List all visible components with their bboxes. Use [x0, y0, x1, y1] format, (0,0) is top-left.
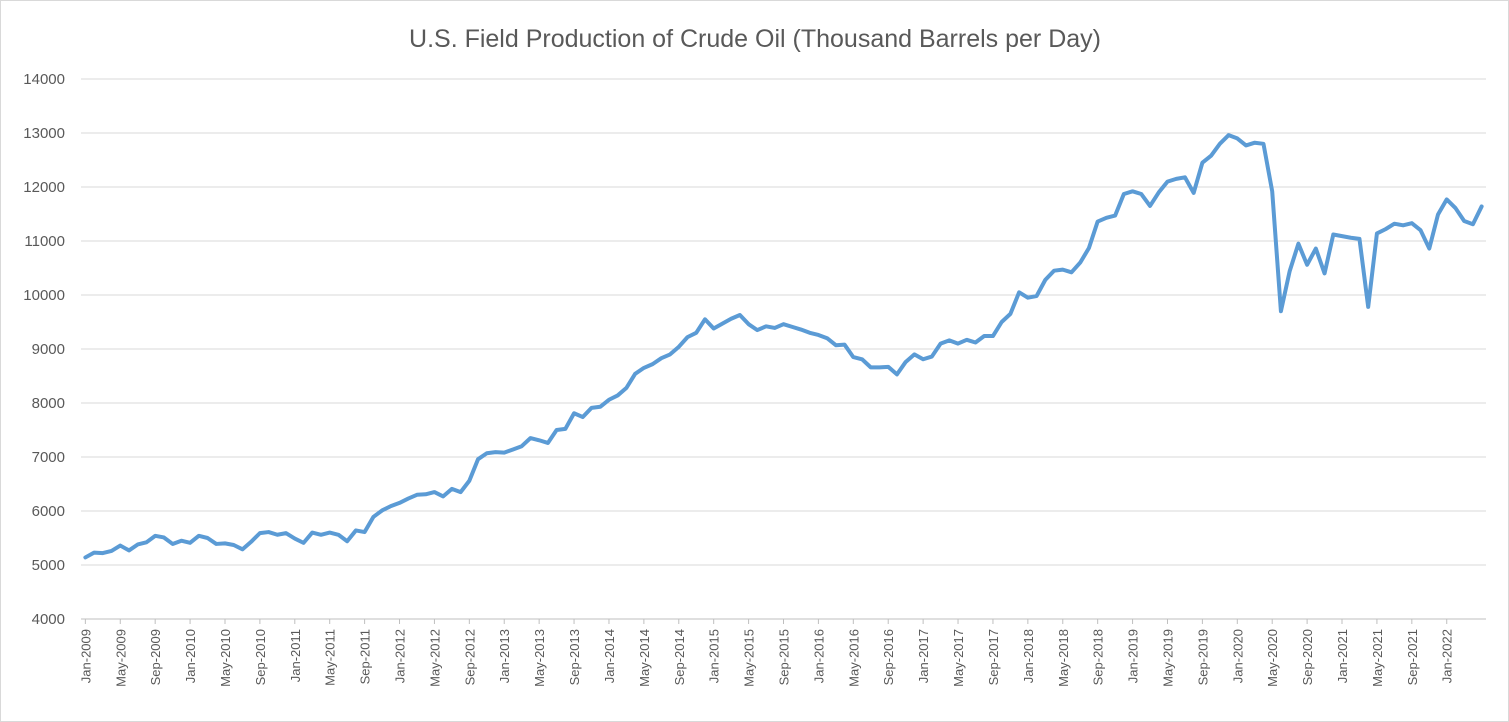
x-tick-label: Jan-2014: [602, 629, 617, 683]
x-tick-label: Jan-2009: [78, 629, 93, 683]
x-tick-label: Jan-2016: [811, 629, 826, 683]
x-tick-label: Sep-2009: [148, 629, 163, 685]
x-tick-label: Jan-2022: [1440, 629, 1455, 683]
x-axis-ticks: Jan-2009 May-2009 Sep-2009 Jan-2010 May-2010…: [78, 619, 1455, 687]
y-tick-label: 7000: [32, 449, 65, 466]
x-tick-label: May-2009: [113, 629, 128, 687]
x-tick-label: Sep-2021: [1405, 629, 1420, 685]
x-tick-label: Sep-2014: [672, 629, 687, 685]
y-axis-ticks: 4000 5000 6000 7000 8000 9000 10000 11000 12000 1…: [23, 71, 65, 628]
x-tick-label: May-2018: [1056, 629, 1071, 687]
x-tick-label: May-2013: [532, 629, 547, 687]
x-tick-label: Sep-2011: [358, 629, 373, 684]
x-tick-label: May-2017: [951, 629, 966, 687]
x-tick-label: Jan-2010: [183, 629, 198, 683]
x-tick-label: Sep-2019: [1195, 629, 1210, 685]
x-tick-label: Sep-2010: [253, 629, 268, 685]
x-tick-label: Jan-2018: [1021, 629, 1036, 683]
x-tick-label: Jan-2020: [1230, 629, 1245, 683]
y-tick-label: 10000: [23, 287, 65, 304]
x-tick-label: May-2010: [218, 629, 233, 687]
gridlines: [81, 78, 1486, 620]
y-tick-label: 4000: [32, 611, 65, 628]
x-tick-label: Sep-2017: [986, 629, 1001, 685]
y-tick-label: 5000: [32, 557, 65, 574]
x-tick-label: Jan-2019: [1126, 629, 1141, 683]
x-tick-label: Sep-2015: [777, 629, 792, 685]
x-tick-label: Sep-2018: [1091, 629, 1106, 685]
x-tick-label: May-2016: [846, 629, 861, 687]
x-tick-label: Jan-2021: [1335, 629, 1350, 683]
x-tick-label: May-2019: [1160, 629, 1175, 687]
series-layer: [83, 133, 1484, 560]
y-tick-label: 9000: [32, 341, 65, 358]
y-tick-label: 8000: [32, 395, 65, 412]
x-tick-label: May-2015: [742, 629, 757, 687]
x-tick-label: May-2012: [427, 629, 442, 687]
x-tick-label: Jan-2013: [497, 629, 512, 683]
y-tick-label: 12000: [23, 179, 65, 196]
x-tick-label: Sep-2012: [462, 629, 477, 685]
y-tick-label: 13000: [23, 125, 65, 142]
x-tick-label: Sep-2013: [567, 629, 582, 685]
x-tick-label: Sep-2016: [881, 629, 896, 685]
series-line-crude-oil: [83, 133, 1484, 560]
x-tick-label: Jan-2017: [916, 629, 931, 683]
x-tick-label: May-2021: [1370, 629, 1385, 687]
chart-title: U.S. Field Production of Crude Oil (Thou…: [409, 25, 1101, 53]
x-tick-label: May-2014: [637, 629, 652, 687]
y-tick-label: 14000: [23, 71, 65, 88]
x-tick-label: May-2020: [1265, 629, 1280, 687]
x-tick-label: Jan-2012: [393, 629, 408, 683]
y-tick-label: 6000: [32, 503, 65, 520]
x-tick-label: Jan-2011: [288, 629, 303, 682]
x-tick-label: May-2011: [323, 629, 338, 686]
x-tick-label: Sep-2020: [1300, 629, 1315, 685]
x-tick-label: Jan-2015: [707, 629, 722, 683]
y-tick-label: 11000: [24, 233, 65, 250]
